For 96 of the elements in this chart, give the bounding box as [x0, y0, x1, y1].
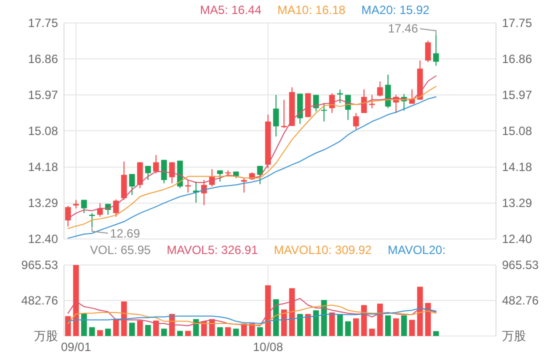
candlestick [65, 205, 71, 227]
candlestick [81, 199, 87, 214]
candlestick [201, 180, 207, 206]
bar [233, 328, 239, 336]
candlestick [145, 165, 151, 181]
text: MAVOL20: [388, 243, 446, 257]
bar [425, 302, 431, 336]
bar [385, 315, 391, 336]
bar [217, 327, 223, 336]
series-label: VOL: 65.95 [90, 243, 152, 257]
bar [297, 314, 303, 336]
bar [377, 304, 383, 336]
y2-tick-label: 万股 [502, 329, 526, 343]
y-tick-label: 万股 [34, 329, 58, 343]
bar [177, 330, 183, 336]
y2-tick-label: 482.76 [502, 294, 540, 308]
bar [289, 288, 295, 336]
candlestick [425, 40, 431, 63]
text: MAVOL10: 309.92 [274, 243, 372, 257]
bar [249, 324, 255, 336]
y2-tick-label: 14.18 [502, 160, 532, 174]
bar [409, 320, 415, 336]
y2-tick-label: 17.75 [502, 16, 532, 30]
bar [281, 310, 287, 336]
bar [225, 327, 231, 336]
y2-tick-label: 15.97 [502, 88, 532, 102]
bar [185, 330, 191, 336]
y-tick-label: 14.18 [28, 160, 58, 174]
candlestick [121, 160, 127, 200]
y2-tick-label: 12.40 [502, 232, 532, 246]
y-tick-label: 16.86 [28, 52, 58, 66]
bar [417, 286, 423, 336]
candlestick [321, 102, 327, 122]
bar [145, 324, 151, 336]
y-tick-label: 12.40 [28, 232, 58, 246]
bar [65, 316, 71, 336]
bar [129, 322, 135, 336]
bar [345, 321, 351, 336]
candlestick [385, 74, 391, 109]
candlestick [353, 112, 359, 130]
candlestick [369, 94, 375, 109]
y-tick-label: 13.29 [28, 196, 58, 210]
y-tick-label: 15.08 [28, 124, 58, 138]
annotation: 12.69 [110, 226, 140, 240]
bar [113, 319, 119, 336]
candlestick [241, 178, 247, 194]
y-tick-label: 17.75 [28, 16, 58, 30]
x-tick-label: 09/01 [60, 340, 92, 354]
candlestick [377, 81, 383, 97]
bar [81, 313, 87, 336]
bar [257, 327, 263, 336]
y2-tick-label: 16.86 [502, 52, 532, 66]
bar [313, 310, 319, 336]
bar [401, 315, 407, 336]
bar [153, 320, 159, 336]
bar [393, 318, 399, 336]
bar [161, 328, 167, 336]
y-tick-label: 482.76 [21, 294, 58, 308]
bar [273, 299, 279, 336]
bar [329, 312, 335, 336]
bar [361, 305, 367, 336]
x-tick-label: 10/08 [252, 340, 284, 354]
annotation: 17.46 [388, 22, 436, 36]
bar [105, 328, 111, 336]
y2-tick-label: 13.29 [502, 196, 532, 210]
candlestick [137, 162, 143, 189]
bar [89, 327, 95, 336]
text: MA20: 15.92 [361, 3, 430, 17]
bar [137, 320, 143, 336]
candlestick [433, 34, 439, 66]
candlestick [153, 154, 159, 174]
y-tick-label: 965.53 [21, 258, 58, 272]
line-series [68, 298, 436, 326]
text: MAVOL5: 326.91 [166, 243, 258, 257]
text: MA5: 16.44 [200, 3, 262, 17]
bar [369, 328, 375, 336]
candlestick [129, 174, 135, 196]
bar [353, 318, 359, 336]
bar [97, 330, 103, 336]
bar [321, 300, 327, 336]
candlestick [113, 198, 119, 218]
candlestick [273, 94, 279, 137]
bar [337, 314, 343, 336]
y2-tick-label: 15.08 [502, 124, 532, 138]
bar [265, 285, 271, 336]
candlestick [97, 202, 103, 218]
candlestick [257, 165, 263, 185]
annotation: 17.46 [388, 22, 418, 36]
y2-tick-label: 965.53 [502, 258, 540, 272]
bar [73, 265, 79, 336]
bar [121, 301, 127, 336]
text: MA10: 16.18 [277, 3, 346, 17]
bar [193, 319, 199, 336]
y-tick-label: 15.97 [28, 88, 58, 102]
bar [433, 331, 439, 336]
bar [305, 314, 311, 336]
